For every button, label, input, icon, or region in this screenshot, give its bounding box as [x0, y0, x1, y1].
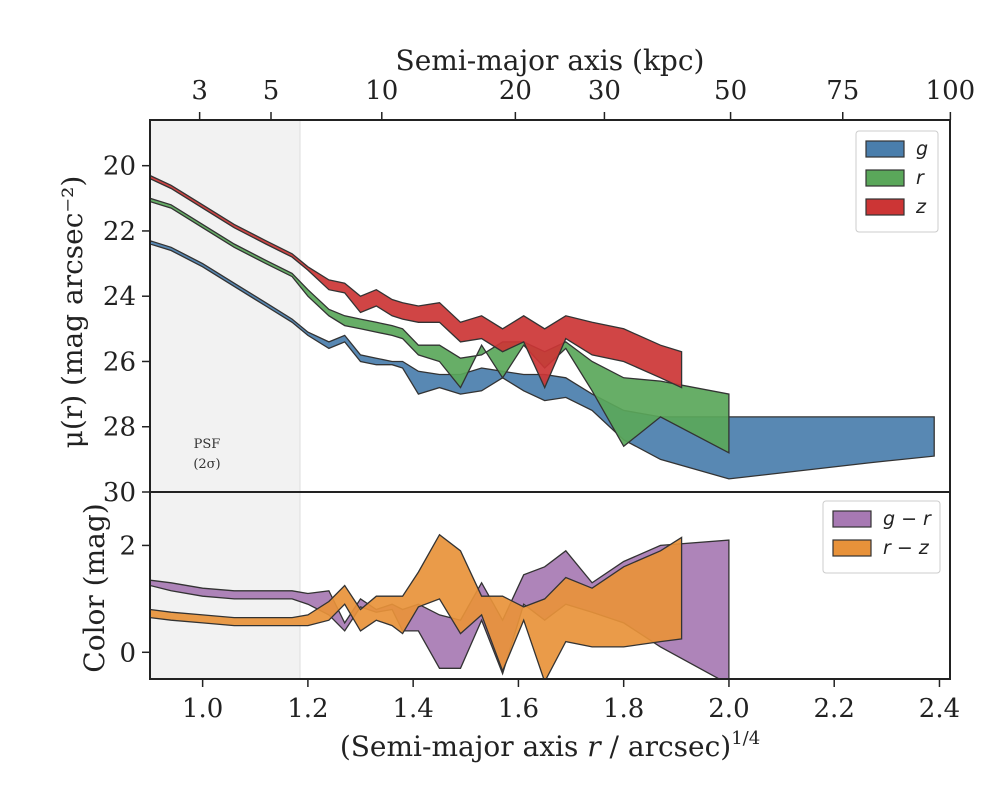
bottom-series-group: [150, 533, 730, 679]
band-z: [150, 174, 683, 390]
top-secondary-x-axis: 3 5 10 20 30 50 75 100: [191, 76, 975, 120]
band-g: [150, 240, 935, 480]
legend-label: g: [916, 138, 928, 160]
bottom-legend: g − r r − z: [822, 500, 941, 574]
legend-swatch: [832, 539, 872, 557]
y-tick-label: 26: [103, 347, 136, 377]
x-tick-label: 1.2: [287, 694, 328, 724]
bottom-plot-frame: [149, 491, 951, 680]
x-tick-label: 1.0: [182, 694, 223, 724]
x-tick-label: 2.0: [708, 694, 749, 724]
bottom-y-axis: 02: [119, 531, 150, 668]
band-gr: [150, 539, 730, 679]
x-tick-label: 1.8: [603, 694, 644, 724]
legend-swatch: [865, 198, 905, 216]
top-x-tick-label: 3: [191, 76, 208, 106]
band-r: [150, 197, 730, 454]
legend-label: r − z: [883, 537, 930, 559]
top-x-tick-label: 50: [714, 76, 747, 106]
legend-label: r: [916, 167, 925, 189]
top-x-tick-label: 10: [365, 76, 398, 106]
top-x-tick-label: 30: [588, 76, 621, 106]
psf-label-sigma: (2σ): [193, 457, 220, 472]
bottom-y-axis-title: Color (mag): [78, 503, 111, 672]
x-tick-label: 2.4: [919, 694, 960, 724]
legend-swatch: [865, 140, 905, 158]
legend-swatch: [865, 169, 905, 187]
psf-region: [150, 120, 300, 492]
legend-label: z: [915, 196, 927, 218]
bottom-x-axis: 1.0 1.2 1.4 1.6 1.8 2.0 2.2 2.4: [182, 679, 960, 724]
y-tick-label: 2: [119, 531, 136, 561]
top-legend: grz: [855, 130, 939, 233]
top-x-tick-label: 75: [826, 76, 859, 106]
top-x-tick-label: 5: [263, 76, 280, 106]
y-tick-label: 20: [103, 152, 136, 182]
legend-swatch: [832, 510, 872, 528]
top-y-axis: 20 22 24 26 28 30: [103, 152, 150, 508]
y-tick-label: 22: [103, 217, 136, 247]
bottom-panel: 02 1.0 1.2 1.4 1.6 1.8 2.0 2.2 2.4 Color (mag) …: [78, 491, 960, 763]
x-tick-label: 2.2: [814, 694, 855, 724]
y-tick-label: 28: [103, 413, 136, 443]
top-series-group: [150, 174, 935, 480]
top-panel: PSF (2σ) 20 22 24 26 28 30 3 5 10 20 30 50 75 100 Se…: [56, 44, 975, 508]
x-axis-title: (Semi-major axis r / arcsec)1/4: [340, 728, 760, 763]
y-tick-label: 24: [103, 282, 136, 312]
psf-label: PSF: [194, 437, 221, 452]
top-x-tick-label: 100: [926, 76, 976, 106]
top-x-tick-label: 20: [499, 76, 532, 106]
top-y-axis-title: μ(r) (mag arcsec⁻²): [56, 176, 89, 449]
band-rz: [150, 533, 683, 679]
top-axis-title: Semi-major axis (kpc): [396, 44, 705, 77]
legend-label: g − r: [883, 508, 932, 530]
x-tick-label: 1.6: [498, 694, 539, 724]
y-tick-label: 30: [103, 478, 136, 508]
y-tick-label: 0: [119, 638, 136, 668]
x-tick-label: 1.4: [392, 694, 433, 724]
